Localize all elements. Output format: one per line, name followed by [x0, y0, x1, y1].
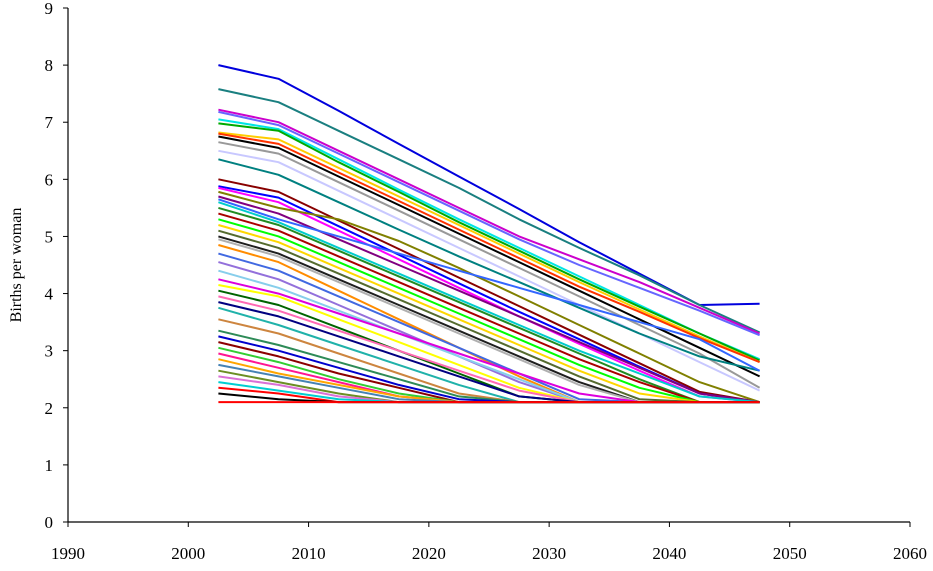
y-tick-label: 8	[45, 56, 54, 75]
series-line-24	[218, 229, 760, 404]
series-line-4	[218, 110, 760, 337]
series-line-22	[218, 218, 760, 404]
series-line-3	[218, 108, 760, 335]
x-tick-label: 1990	[51, 544, 85, 563]
series-line-6	[218, 122, 761, 362]
series-line-19	[218, 201, 760, 404]
y-tick-label: 9	[45, 0, 54, 18]
series-line-9	[218, 135, 761, 378]
y-tick-label: 7	[45, 113, 54, 132]
series-line-13	[218, 178, 760, 404]
y-tick-label: 3	[45, 342, 54, 361]
series-line-11	[218, 149, 761, 392]
y-tick-label: 0	[45, 513, 54, 532]
series-layer	[218, 64, 761, 404]
series-line-10	[218, 141, 761, 389]
series-line-21	[218, 212, 760, 404]
y-ticks: 0 1 2 3 4 5 6 7 8 9	[45, 0, 68, 532]
y-tick-label: 5	[45, 227, 54, 246]
x-tick-label: 2000	[171, 544, 205, 563]
x-tick-label: 2010	[292, 544, 326, 563]
x-tick-label: 2050	[773, 544, 807, 563]
series-line-7	[218, 131, 760, 364]
y-tick-label: 6	[45, 170, 54, 189]
series-line-2	[218, 88, 761, 334]
series-line-16	[218, 190, 760, 404]
y-tick-label: 4	[45, 285, 54, 304]
x-tick-label: 2030	[532, 544, 566, 563]
y-axis-title: Births per woman	[8, 208, 25, 323]
x-tick-label: 2020	[412, 544, 446, 563]
x-ticks: 1990 2000 2010 2020 2030 2040 2050 2060	[51, 522, 927, 563]
series-line-18	[218, 198, 761, 372]
x-tick-label: 2040	[652, 544, 686, 563]
y-tick-label: 2	[45, 399, 54, 418]
axes-layer	[67, 8, 910, 523]
series-line-12	[218, 158, 760, 372]
series-line-20	[218, 206, 760, 404]
x-tick-label: 2060	[893, 544, 927, 563]
series-line-23	[218, 224, 760, 404]
series-line-15	[218, 186, 760, 404]
y-tick-label: 1	[45, 456, 54, 475]
series-line-8	[218, 132, 760, 364]
series-line-17	[218, 195, 760, 404]
